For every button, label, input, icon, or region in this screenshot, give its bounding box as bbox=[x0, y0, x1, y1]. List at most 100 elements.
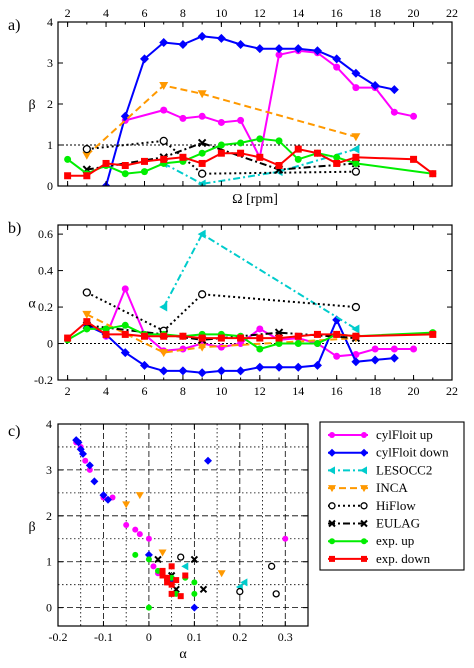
data-point bbox=[360, 519, 368, 528]
x-tick-label: 0.2 bbox=[232, 630, 247, 644]
data-point bbox=[333, 63, 341, 71]
y-tick-label: 4 bbox=[47, 15, 53, 29]
data-point bbox=[217, 334, 225, 342]
data-point bbox=[178, 40, 188, 50]
y-tick-label: 4 bbox=[46, 417, 52, 431]
data-point bbox=[237, 139, 245, 147]
data-point bbox=[294, 155, 302, 163]
data-point bbox=[198, 159, 206, 167]
data-point bbox=[256, 334, 264, 342]
x-tick-label: 10 bbox=[215, 384, 227, 398]
data-point bbox=[179, 114, 187, 122]
x-tick-label: 22 bbox=[446, 6, 458, 20]
x-tick-label: 20 bbox=[408, 384, 420, 398]
panel-label: a) bbox=[8, 17, 20, 34]
y-tick-label: 0.2 bbox=[38, 300, 53, 314]
legend-entry: cylFloit up bbox=[328, 427, 433, 442]
plot-frame bbox=[57, 423, 309, 627]
data-point bbox=[160, 155, 168, 163]
y-tick-label: 1 bbox=[46, 555, 52, 569]
data-point bbox=[275, 137, 283, 145]
data-point bbox=[145, 604, 152, 611]
data-point bbox=[313, 330, 321, 338]
data-point bbox=[136, 531, 143, 538]
data-point bbox=[293, 362, 303, 372]
legend-label: INCA bbox=[376, 480, 408, 495]
data-point bbox=[190, 555, 199, 564]
data-point bbox=[104, 495, 112, 504]
data-point bbox=[150, 563, 157, 570]
legend-label: EULAG bbox=[376, 516, 420, 531]
x-tick-label: 0.1 bbox=[187, 630, 202, 644]
y-tick-label: 0 bbox=[47, 179, 53, 193]
data-point bbox=[236, 366, 246, 376]
series-line bbox=[86, 291, 356, 333]
data-point bbox=[240, 578, 248, 587]
data-point bbox=[256, 135, 264, 143]
data-point bbox=[216, 33, 226, 43]
data-point bbox=[83, 172, 91, 180]
data-point bbox=[120, 111, 130, 121]
data-point bbox=[275, 162, 283, 169]
data-point bbox=[389, 353, 399, 363]
x-axis-label: Ω [rpm] bbox=[232, 192, 278, 207]
y-tick-label: 3 bbox=[46, 463, 52, 477]
data-point bbox=[179, 153, 187, 161]
data-point bbox=[329, 432, 335, 438]
data-point bbox=[90, 477, 99, 486]
data-point bbox=[190, 603, 199, 612]
legend-entry: exp. up bbox=[328, 533, 414, 548]
data-point bbox=[410, 345, 418, 353]
data-point bbox=[159, 38, 169, 47]
y-tick-label: 0.4 bbox=[38, 264, 53, 278]
plot-frame bbox=[57, 224, 453, 381]
y-tick-label: 0 bbox=[46, 601, 52, 615]
legend-label: exp. up bbox=[376, 533, 414, 548]
series-group bbox=[64, 31, 437, 186]
data-point bbox=[216, 366, 226, 376]
x-tick-label: 16 bbox=[331, 384, 343, 398]
x-tick-label: 6 bbox=[141, 384, 147, 398]
data-point bbox=[332, 54, 342, 64]
data-point bbox=[160, 106, 168, 114]
data-point bbox=[390, 108, 398, 116]
data-point bbox=[294, 145, 302, 153]
data-point bbox=[360, 485, 368, 493]
legend-label: LESOCC2 bbox=[376, 462, 432, 477]
data-point bbox=[312, 46, 322, 56]
data-point bbox=[410, 112, 418, 120]
data-point bbox=[99, 491, 108, 500]
data-point bbox=[360, 448, 368, 457]
series-line bbox=[125, 49, 414, 161]
data-point bbox=[102, 330, 110, 338]
legend-entry: cylFloit down bbox=[328, 445, 449, 460]
data-point bbox=[236, 587, 244, 596]
legend-entry: LESOCC2 bbox=[328, 462, 432, 477]
data-point bbox=[159, 572, 166, 579]
data-point bbox=[352, 159, 360, 167]
data-point bbox=[82, 151, 92, 160]
panel-label: c) bbox=[8, 423, 20, 440]
legend-label: exp. down bbox=[376, 551, 431, 566]
y-axis-label: β bbox=[28, 98, 35, 113]
data-point bbox=[313, 149, 321, 157]
y-axis-label: α bbox=[28, 297, 36, 312]
data-point bbox=[144, 550, 153, 559]
data-point bbox=[102, 325, 110, 333]
data-point bbox=[121, 170, 129, 178]
data-point bbox=[83, 318, 91, 326]
data-point bbox=[145, 556, 152, 563]
data-point bbox=[351, 167, 361, 176]
data-point bbox=[178, 366, 188, 376]
data-point bbox=[64, 172, 72, 180]
x-tick-label: 14 bbox=[292, 384, 304, 398]
data-point bbox=[197, 138, 207, 148]
data-point bbox=[179, 332, 187, 340]
data-point bbox=[159, 136, 168, 146]
data-point bbox=[197, 290, 207, 299]
data-point bbox=[197, 31, 207, 41]
data-point bbox=[198, 112, 206, 120]
